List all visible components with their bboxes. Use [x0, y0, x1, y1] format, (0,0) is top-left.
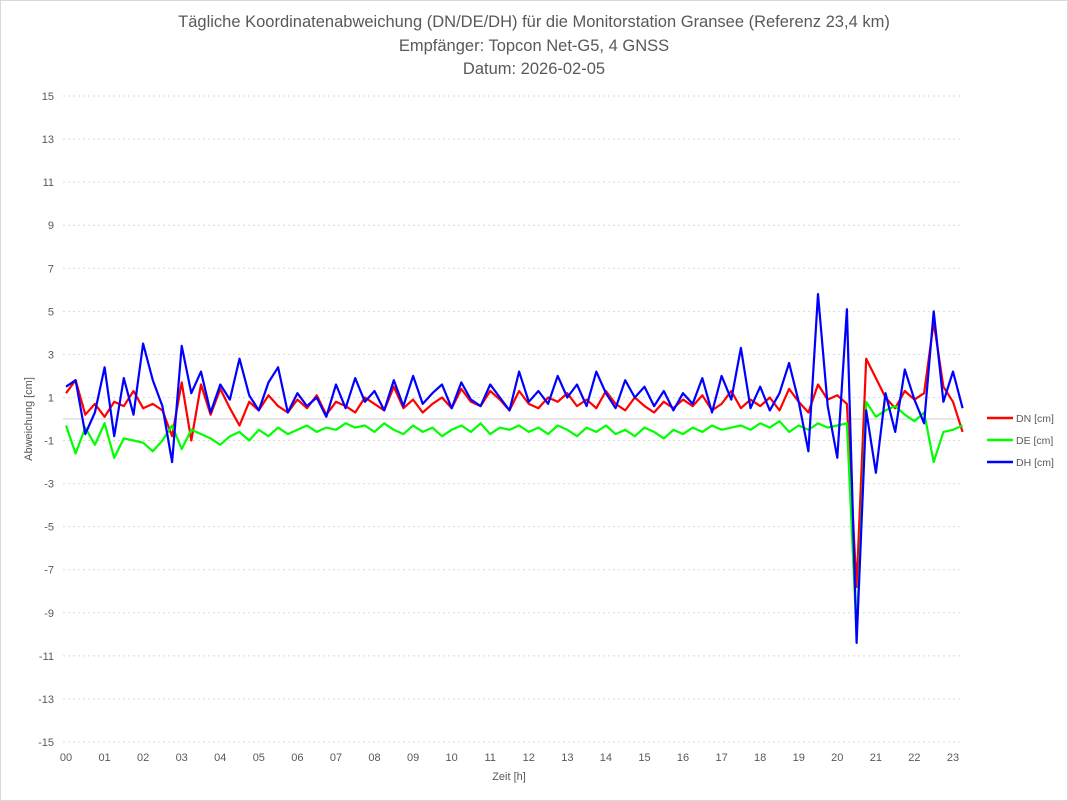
- x-tick-label: 06: [291, 752, 303, 764]
- x-tick-label: 12: [523, 752, 535, 764]
- y-tick-label: -15: [38, 737, 54, 749]
- x-tick-label: 11: [485, 752, 496, 764]
- x-tick-label: 09: [407, 752, 419, 764]
- x-tick-label: 17: [715, 752, 727, 764]
- y-tick-label: -5: [44, 522, 54, 534]
- y-tick-label: -13: [38, 694, 54, 706]
- x-tick-label: 03: [176, 752, 188, 764]
- legend-label: DE [cm]: [1016, 435, 1053, 447]
- legend: DN [cm] DE [cm] DH [cm]: [987, 413, 1054, 469]
- x-tick-label: 21: [870, 752, 882, 764]
- y-tick-label: -9: [44, 608, 54, 620]
- x-tick-label: 08: [368, 752, 380, 764]
- legend-label: DN [cm]: [1016, 413, 1054, 425]
- chart-subtitle-receiver: Empfänger: Topcon Net-G5, 4 GNSS: [398, 37, 670, 55]
- series-lines: [64, 293, 964, 645]
- x-tick-label: 00: [60, 752, 72, 764]
- y-tick-label: -7: [44, 565, 54, 577]
- x-tick-label: 01: [98, 752, 110, 764]
- legend-label: DH [cm]: [1016, 457, 1054, 469]
- chart-title: Tägliche Koordinatenabweichung (DN/DE/DH…: [178, 13, 890, 31]
- x-tick-label: 18: [754, 752, 766, 764]
- y-axis-label: Abweichung [cm]: [23, 377, 35, 461]
- y-tick-label: -11: [39, 651, 54, 663]
- y-tick-label: 5: [48, 306, 54, 318]
- x-tick-label: 07: [330, 752, 342, 764]
- x-tick-label: 04: [214, 752, 226, 764]
- series-line-de: [64, 400, 964, 636]
- y-tick-label: 9: [48, 220, 54, 232]
- x-axis-label: Zeit [h]: [492, 771, 526, 783]
- x-tick-label: 14: [600, 752, 612, 764]
- y-tick-label: -1: [44, 436, 54, 448]
- x-tick-label: 02: [137, 752, 149, 764]
- x-tick-label: 10: [446, 752, 458, 764]
- x-tick-label: 05: [253, 752, 265, 764]
- y-tick-label: 7: [48, 263, 54, 275]
- x-tick-label: 13: [561, 752, 573, 764]
- x-tick-label: 20: [831, 752, 843, 764]
- chart-subtitle-date: Datum: 2026-02-05: [462, 60, 606, 78]
- y-tick-label: 11: [43, 177, 54, 189]
- y-tick-labels: 15 13 11 9 7 5 3 1 -1 -3 -5 -7 -9 -11 -13 -15: [38, 91, 54, 749]
- series-line-dh: [65, 293, 964, 645]
- y-tick-label: 13: [42, 134, 54, 146]
- x-tick-label: 23: [947, 752, 959, 764]
- x-tick-label: 15: [638, 752, 650, 764]
- y-tick-label: 1: [48, 392, 54, 404]
- x-tick-label: 16: [677, 752, 689, 764]
- x-tick-labels: 00 01 02 03 04 05 06 07 08 09 10 11 12 13 14 15 16 17 18 19…: [60, 752, 959, 764]
- y-tick-label: -3: [44, 479, 54, 491]
- y-tick-label: 15: [42, 91, 54, 103]
- x-tick-label: 22: [908, 752, 920, 764]
- gridlines: [63, 95, 961, 743]
- y-tick-label: 3: [48, 349, 54, 361]
- x-tick-label: 19: [793, 752, 805, 764]
- series-line-dn: [65, 321, 964, 589]
